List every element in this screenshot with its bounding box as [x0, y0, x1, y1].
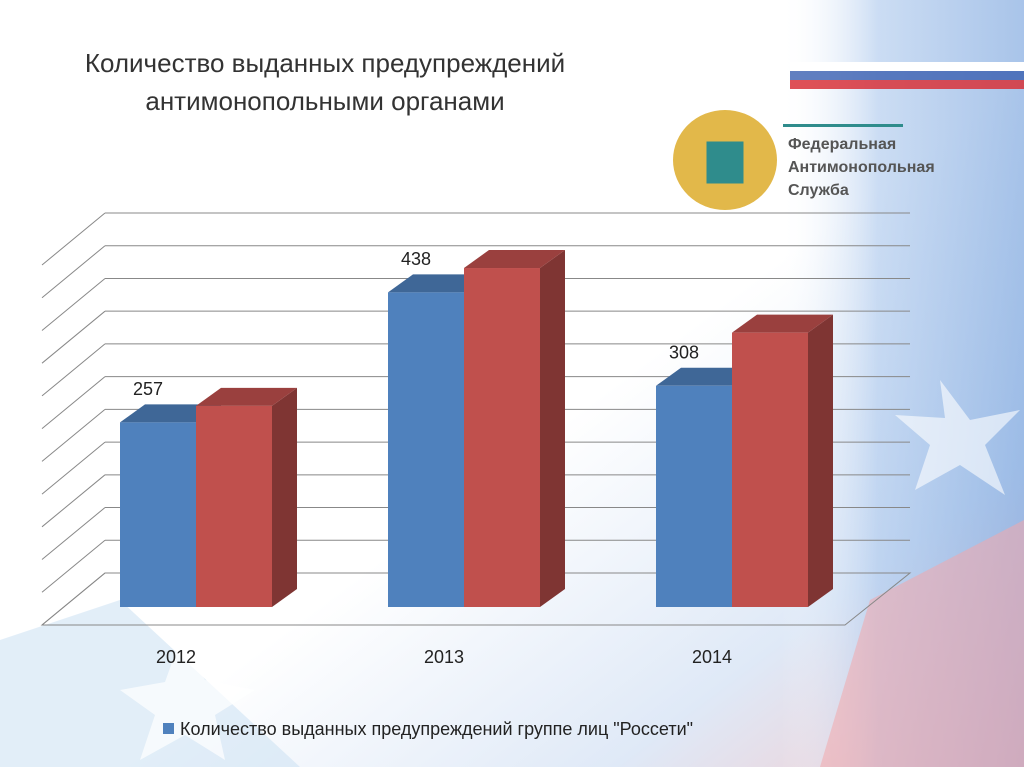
bar-side — [808, 314, 833, 607]
flag-stripe — [790, 62, 1024, 71]
value-label: 257 — [133, 379, 163, 399]
legend-label: Количество выданных предупреждений групп… — [180, 719, 693, 739]
bar — [656, 385, 732, 607]
bar-side — [272, 387, 297, 607]
grid-line-side — [41, 245, 106, 299]
bar-top — [120, 404, 221, 423]
bar-top — [388, 274, 489, 293]
x-tick-label: 2013 — [424, 647, 464, 667]
bg-decor — [820, 520, 1024, 767]
x-tick-label: 2012 — [156, 647, 196, 667]
chart-title: Количество выданных предупреждений — [85, 48, 565, 78]
bar-top — [656, 367, 757, 386]
logo: Федеральная Антимонопольная Служба — [673, 110, 935, 210]
logo-rule — [783, 124, 903, 127]
bar-side — [540, 250, 565, 607]
grid-line-side — [41, 278, 106, 331]
grid-line-side — [41, 441, 106, 495]
emblem-shield — [703, 138, 747, 187]
grid-line-side — [41, 474, 106, 528]
grid-line-side — [41, 212, 106, 266]
logo-text: Антимонопольная — [788, 159, 935, 176]
flag-stripe — [790, 80, 1024, 89]
grid-line-side — [41, 539, 106, 593]
grid-line-side — [41, 572, 106, 626]
bar — [732, 332, 808, 607]
chart-title: антимонопольными органами — [145, 86, 504, 116]
x-tick-label: 2014 — [692, 647, 732, 667]
value-label: 438 — [401, 249, 431, 269]
value-label: 308 — [669, 343, 699, 363]
logo-text: Федеральная — [788, 136, 896, 153]
grid-line-side — [41, 310, 106, 364]
grid-line-side — [41, 507, 106, 560]
bg-decor — [0, 600, 300, 767]
grid-line-side — [41, 408, 106, 462]
bg-star — [895, 380, 1020, 495]
bar — [196, 405, 272, 607]
bg-star — [120, 640, 255, 760]
legend-swatch — [163, 723, 174, 734]
bar-top — [196, 387, 297, 406]
flag-stripe — [790, 71, 1024, 80]
logo-text: Служба — [788, 182, 849, 199]
bar-top — [732, 314, 833, 333]
grid-line-side — [41, 376, 106, 430]
bar — [388, 292, 464, 607]
grid-line-side — [41, 343, 106, 397]
bar — [120, 422, 196, 607]
bar-top — [464, 250, 565, 269]
bar — [464, 268, 540, 607]
